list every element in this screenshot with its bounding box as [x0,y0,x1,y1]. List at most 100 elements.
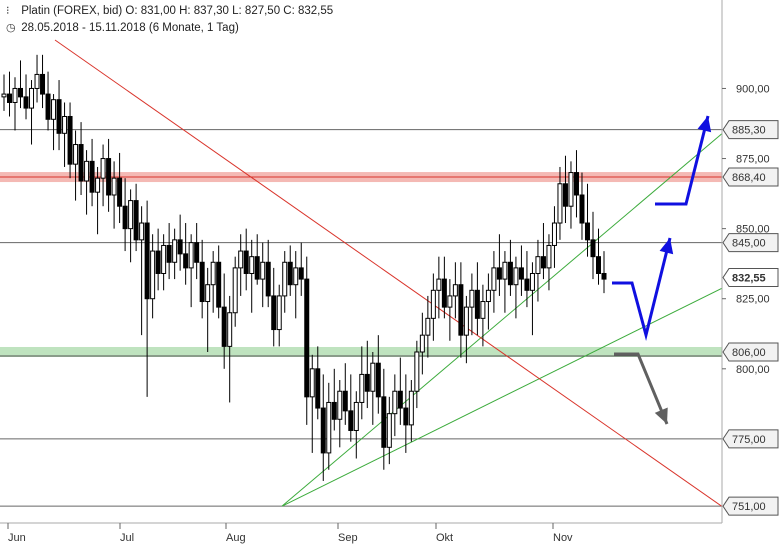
candle-body [12,87,18,103]
level-tag-label: 832,55 [732,273,766,285]
candle-body [249,256,255,274]
candle [590,211,596,280]
candle-body [507,261,513,286]
candle [12,77,18,131]
candle [254,234,260,285]
candle-body [375,362,381,398]
candle [188,234,194,308]
candle [45,71,51,131]
candle [243,228,249,291]
candle-body [573,172,579,196]
candle-body [359,373,365,403]
candle-body [7,93,13,103]
candle [469,273,475,336]
candle-body [139,222,145,241]
candle-body [67,115,73,165]
chart-header-line-2: ◷ 28.05.2018 - 15.11.2018 (6 Monate, 1 T… [6,21,239,34]
candle-body [524,278,530,291]
candle-body [150,250,156,300]
candle-body [84,160,90,182]
candle-body [441,278,447,308]
candle-body [485,289,491,303]
candle-body [177,239,183,255]
x-tick-label: Nov [553,532,573,544]
candle-body [260,261,266,280]
candle-body [496,267,502,280]
candle-body [452,284,458,297]
support-zone [0,346,722,357]
candle [315,346,321,420]
candle-body [221,306,227,347]
clock-icon: ◷ [6,22,16,34]
candle-body [298,267,304,280]
candle-body [474,289,480,319]
candle [56,80,62,151]
candle-body [18,87,24,98]
candle-body [111,177,117,196]
candle [326,382,332,470]
candle [73,130,79,201]
candle-body [216,261,222,308]
candle [95,166,101,235]
candle [524,251,530,308]
candle [221,273,227,369]
candle [155,228,161,291]
level-tag: 885,30 [722,120,779,140]
candle-body [320,407,326,454]
candle-body [557,183,563,224]
candle-body [342,390,348,412]
candle-body [381,396,387,448]
candle-body [447,295,453,308]
candle [23,74,29,120]
candle [381,368,387,470]
candle-body [293,267,299,286]
candle [199,239,205,319]
candle-body [463,306,469,336]
candle [436,256,442,319]
level-tag: 751,00 [722,496,779,516]
candle [364,340,370,409]
candle [397,357,403,425]
candle [353,391,359,459]
candle [29,80,35,145]
candle-body [210,261,216,286]
candle [392,374,398,437]
candle [348,374,354,442]
level-tag-label: 775,00 [732,434,766,446]
candle [249,239,255,313]
candle [458,262,464,358]
candle-body [529,272,535,291]
candle-body [425,317,431,336]
level-tag-label: 845,00 [732,238,766,250]
candle [232,256,238,327]
candle-body [100,158,106,179]
candle [507,239,513,296]
candle [194,223,200,280]
arrow-down-scenario [614,352,669,425]
candle-body [155,250,161,274]
candle-body [172,239,178,263]
candle [106,138,112,212]
candle-body [601,272,607,280]
candle-body [78,144,84,182]
x-tick-label: Jun [8,532,26,544]
candle [535,239,541,302]
candle [276,284,282,347]
candle-body [304,278,310,398]
current-price-tag: 832,55 [722,268,779,288]
candle-body [106,158,112,196]
candle [441,256,447,319]
candle [1,74,7,111]
candle [337,380,343,448]
candle-body [227,312,233,347]
candle-body [62,115,68,134]
candle [84,150,90,215]
candle-body [540,256,546,269]
chart-header-line-1: ⁝ Platin (FOREX, bid) O: 831,00 H: 837,3… [6,4,333,17]
candle [128,189,134,263]
level-tag: 806,00 [722,342,779,362]
candle [172,228,178,280]
candle-body [243,250,249,274]
